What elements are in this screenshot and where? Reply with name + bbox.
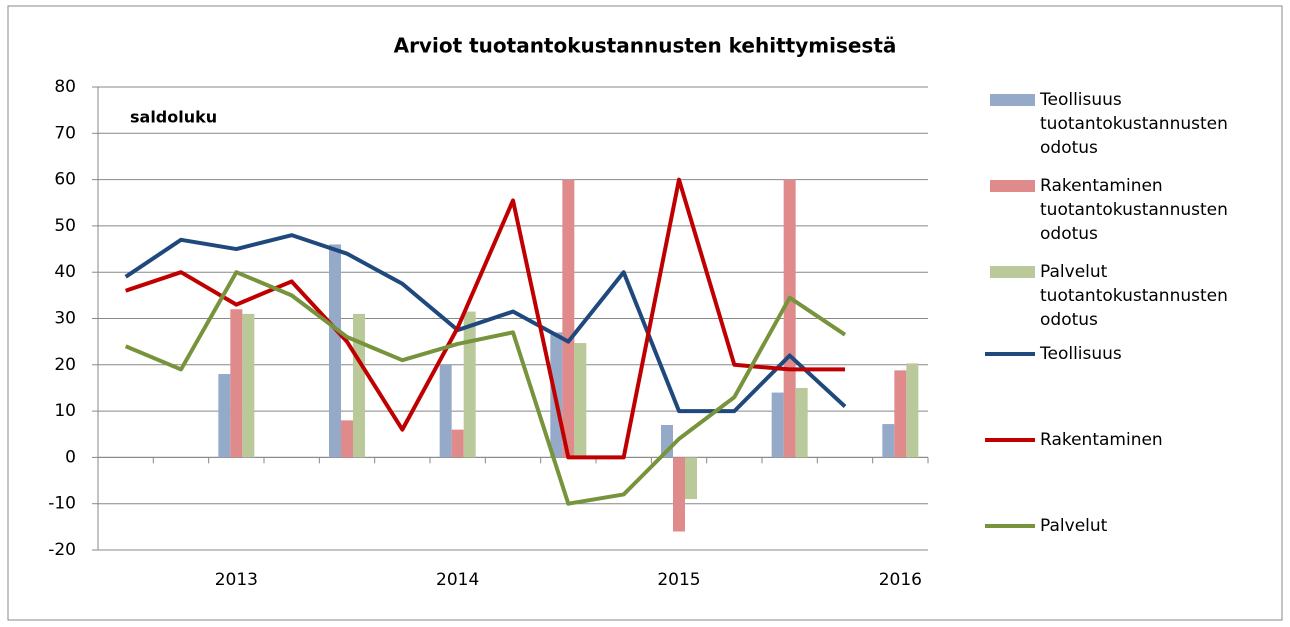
x-tick-label: 2013 <box>215 570 258 590</box>
x-tick-label: 2016 <box>879 570 922 590</box>
bar <box>218 374 231 458</box>
legend-label: Palvelut tuotantokustannusten odotus <box>1040 262 1228 330</box>
line <box>125 177 845 460</box>
y-tick-label: 60 <box>54 170 76 190</box>
legend-swatch <box>985 438 1035 442</box>
bar <box>439 364 452 458</box>
y-tick-label: 70 <box>54 123 76 143</box>
bar <box>783 179 796 458</box>
bar <box>894 370 907 458</box>
chart-title: Arviot tuotantokustannusten kehittymises… <box>394 34 897 58</box>
y-tick-label: -10 <box>48 494 76 514</box>
bar <box>771 392 784 458</box>
bar <box>341 420 353 458</box>
bar <box>574 343 587 458</box>
bar <box>673 457 685 532</box>
y-tick-label: 0 <box>65 447 76 467</box>
bar <box>329 244 341 458</box>
y-tick-label: 20 <box>54 355 76 375</box>
y-tick-label: 80 <box>54 77 76 97</box>
legend-swatch <box>985 524 1035 528</box>
y-tick-label: 40 <box>54 262 76 282</box>
bar <box>562 179 575 458</box>
bar <box>230 309 243 458</box>
y-tick-label: 50 <box>54 216 76 236</box>
line <box>124 270 847 506</box>
legend-swatch <box>985 352 1035 356</box>
bar <box>685 457 697 500</box>
bar <box>242 313 255 458</box>
legend-label: Rakentaminen <box>1040 430 1163 450</box>
y-tick-label: 10 <box>54 401 76 421</box>
bar <box>353 313 365 458</box>
y-tick-label: 30 <box>54 309 76 329</box>
line <box>124 233 847 414</box>
bar <box>451 429 464 458</box>
legend-swatch <box>990 180 1035 192</box>
bar <box>463 311 476 458</box>
x-tick-label: 2015 <box>657 570 700 590</box>
legend-swatch <box>990 266 1035 278</box>
legend-label: Rakentaminen tuotantokustannusten odotus <box>1040 176 1228 244</box>
legend-label: Teollisuus <box>1040 344 1122 364</box>
bar <box>882 424 895 458</box>
legend-label: Palvelut <box>1040 516 1108 536</box>
annotation: saldoluku <box>130 108 217 127</box>
legend-label: Teollisuus tuotantokustannusten odotus <box>1040 90 1228 158</box>
y-tick-label: -20 <box>48 540 76 560</box>
bar <box>906 363 919 458</box>
bar <box>795 387 808 458</box>
chart-border <box>7 5 1283 621</box>
legend-swatch <box>990 94 1035 106</box>
x-tick-label: 2014 <box>436 570 479 590</box>
